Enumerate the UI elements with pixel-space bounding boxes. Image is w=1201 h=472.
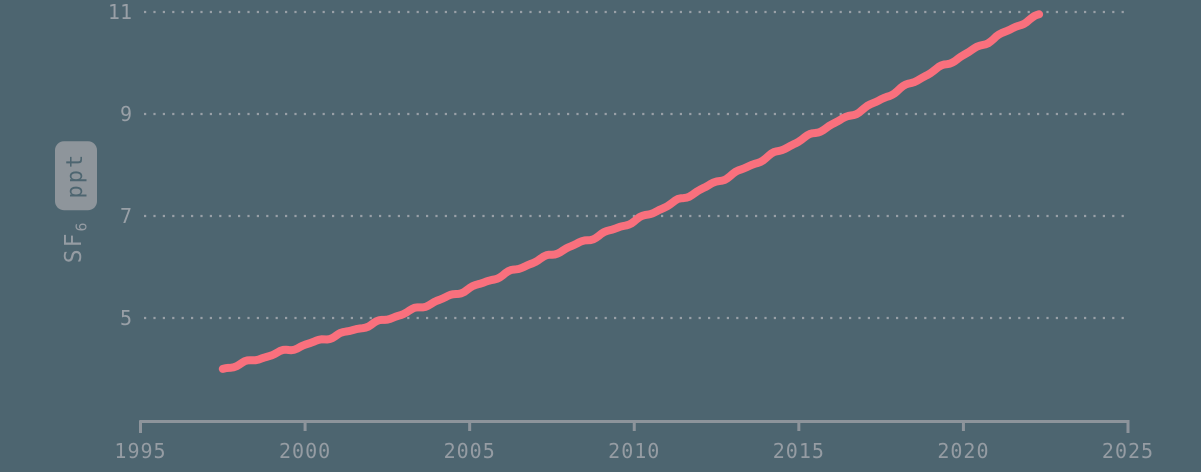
gas-symbol: SF xyxy=(60,231,87,264)
x-axis-tick-label: 1995 xyxy=(114,439,167,463)
y-axis-title: SF6 ppt xyxy=(55,140,97,264)
y-axis-tick-label: 5 xyxy=(119,306,132,330)
x-axis-tick-label: 2025 xyxy=(1101,439,1155,463)
data-line xyxy=(218,10,1044,373)
y-axis-tick-label: 7 xyxy=(119,204,132,228)
gas-name-label: SF6 xyxy=(60,223,91,264)
x-axis-tick-label: 2005 xyxy=(443,439,496,463)
unit-badge: ppt xyxy=(55,140,97,211)
y-axis-tick-label: 9 xyxy=(119,102,132,126)
x-axis-tick-label: 2010 xyxy=(608,439,661,463)
y-axis-tick-label: 11 xyxy=(107,0,132,24)
x-axis-tick-label: 2000 xyxy=(278,439,332,463)
x-axis-tick-label: 2020 xyxy=(937,439,990,463)
x-axis-tick-label: 2015 xyxy=(772,439,825,463)
